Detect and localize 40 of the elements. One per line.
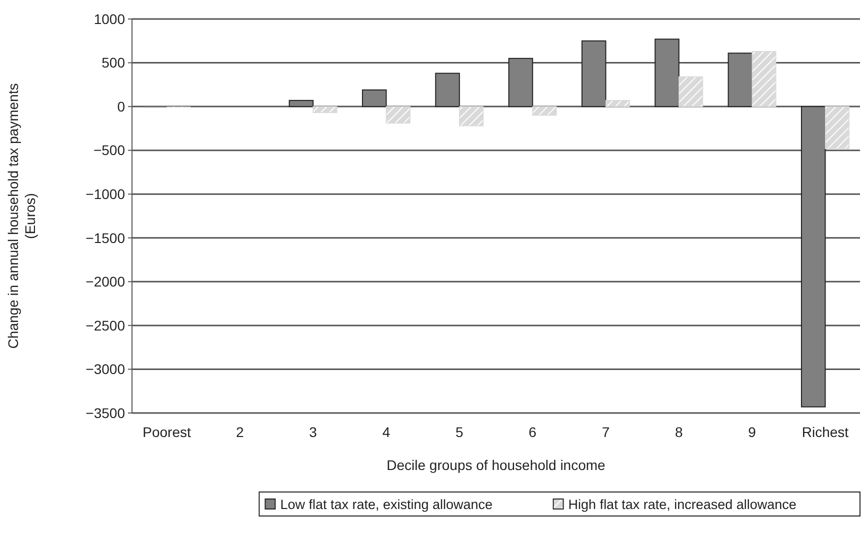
- y-tick-label: 1000: [94, 10, 126, 27]
- x-tick-label: 3: [309, 424, 318, 440]
- x-axis-title: Decile groups of household income: [386, 457, 606, 473]
- x-tick-label: 8: [675, 424, 684, 440]
- bar: [800, 106, 826, 408]
- x-tick-label: 5: [456, 424, 464, 440]
- bar: [605, 100, 630, 107]
- x-tick-label: 7: [602, 424, 610, 440]
- legend-label: High flat tax rate, increased allowance: [568, 497, 796, 512]
- bar: [459, 106, 484, 126]
- x-tick-label: Poorest: [142, 424, 191, 440]
- x-tick-label: 2: [236, 424, 244, 440]
- y-tick-label: −3000: [86, 361, 126, 378]
- legend-label: Low flat tax rate, existing allowance: [280, 497, 493, 512]
- bar: [678, 76, 704, 107]
- bar: [288, 100, 314, 108]
- bar: [654, 38, 680, 108]
- x-tick-label: 6: [528, 424, 537, 440]
- y-tick-label: −2000: [86, 274, 126, 290]
- y-tick-label: −3500: [86, 404, 126, 421]
- bar: [362, 89, 387, 108]
- bar: [312, 106, 338, 114]
- x-tick-label: 4: [382, 424, 390, 440]
- y-tick-label: −2500: [86, 317, 126, 334]
- bar: [508, 58, 534, 108]
- bar: [435, 72, 460, 108]
- y-tick-label: 500: [102, 54, 126, 71]
- y-tick-label: −1500: [86, 230, 126, 246]
- y-tick-label: 0: [117, 98, 126, 114]
- bar: [386, 106, 410, 124]
- bar: [824, 106, 850, 149]
- bar: [752, 50, 776, 107]
- y-tick-label: −1000: [86, 186, 126, 202]
- bar: [728, 52, 753, 108]
- y-axis-title: Change in annual household tax payments (Euros): [5, 83, 38, 349]
- y-tick-label: −500: [93, 142, 126, 158]
- bar: [532, 106, 557, 116]
- x-tick-label: Richest: [802, 424, 849, 440]
- bar: [581, 40, 606, 108]
- x-tick-label: 9: [748, 424, 756, 440]
